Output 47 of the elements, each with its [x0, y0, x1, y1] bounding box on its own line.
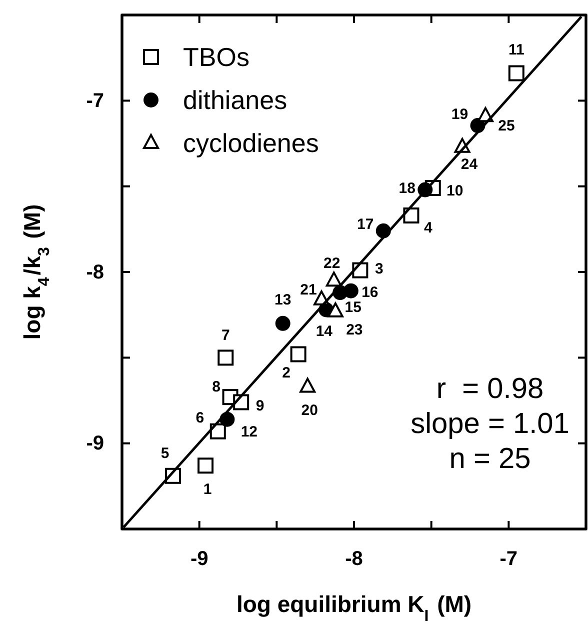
- point: [275, 316, 290, 331]
- y-tick-label: -7: [86, 90, 104, 112]
- annotation: 9: [256, 397, 264, 414]
- annotation: 21: [300, 282, 317, 299]
- annotation: 12: [240, 424, 258, 441]
- annotation: 20: [301, 402, 318, 420]
- point: [218, 350, 234, 366]
- annotation: 10: [446, 182, 464, 200]
- x-tick-label: -9: [190, 548, 208, 570]
- legend-label: cyclodienes: [183, 128, 319, 158]
- point: [290, 346, 306, 362]
- point: [300, 378, 316, 393]
- annotation: 11: [508, 42, 524, 59]
- point: [326, 272, 342, 287]
- point: [508, 65, 524, 82]
- annotation: 8: [212, 378, 220, 396]
- annotation: 1: [203, 480, 212, 498]
- annotation: 2: [282, 364, 290, 382]
- annotation: 19: [451, 106, 468, 123]
- y-tick-label: -8: [86, 261, 104, 284]
- annotation: 22: [324, 254, 340, 272]
- annotation: 5: [160, 445, 170, 462]
- x-tick-label: -7: [500, 548, 518, 570]
- annotation: 14: [316, 322, 334, 340]
- annotation: 17: [357, 216, 374, 234]
- point: [343, 283, 358, 298]
- x-tick-label: -8: [345, 548, 363, 570]
- annotation: 13: [274, 292, 292, 309]
- annotation: slope = 1.01: [410, 408, 570, 440]
- y-tick-label: -9: [86, 432, 104, 455]
- annotation: 3: [375, 260, 384, 278]
- annotation: 24: [460, 156, 478, 174]
- point: [198, 458, 214, 474]
- annotation: 7: [221, 326, 230, 344]
- legend-label: TBOs: [183, 42, 250, 72]
- annotation: 23: [346, 322, 363, 339]
- annotation: 16: [362, 284, 378, 302]
- annotation: 18: [398, 180, 416, 198]
- legend-label: dithianes: [183, 85, 288, 116]
- point: [327, 302, 344, 318]
- annotation: r = 0.98: [436, 373, 544, 405]
- x-axis-title: log equilibrium K$_{I}$ (M): [236, 591, 472, 625]
- annotation: n = 25: [449, 443, 531, 475]
- annotation: 4: [424, 220, 434, 237]
- annotation: 25: [498, 117, 515, 134]
- annotation: 15: [344, 298, 362, 316]
- annotation: 6: [196, 410, 204, 427]
